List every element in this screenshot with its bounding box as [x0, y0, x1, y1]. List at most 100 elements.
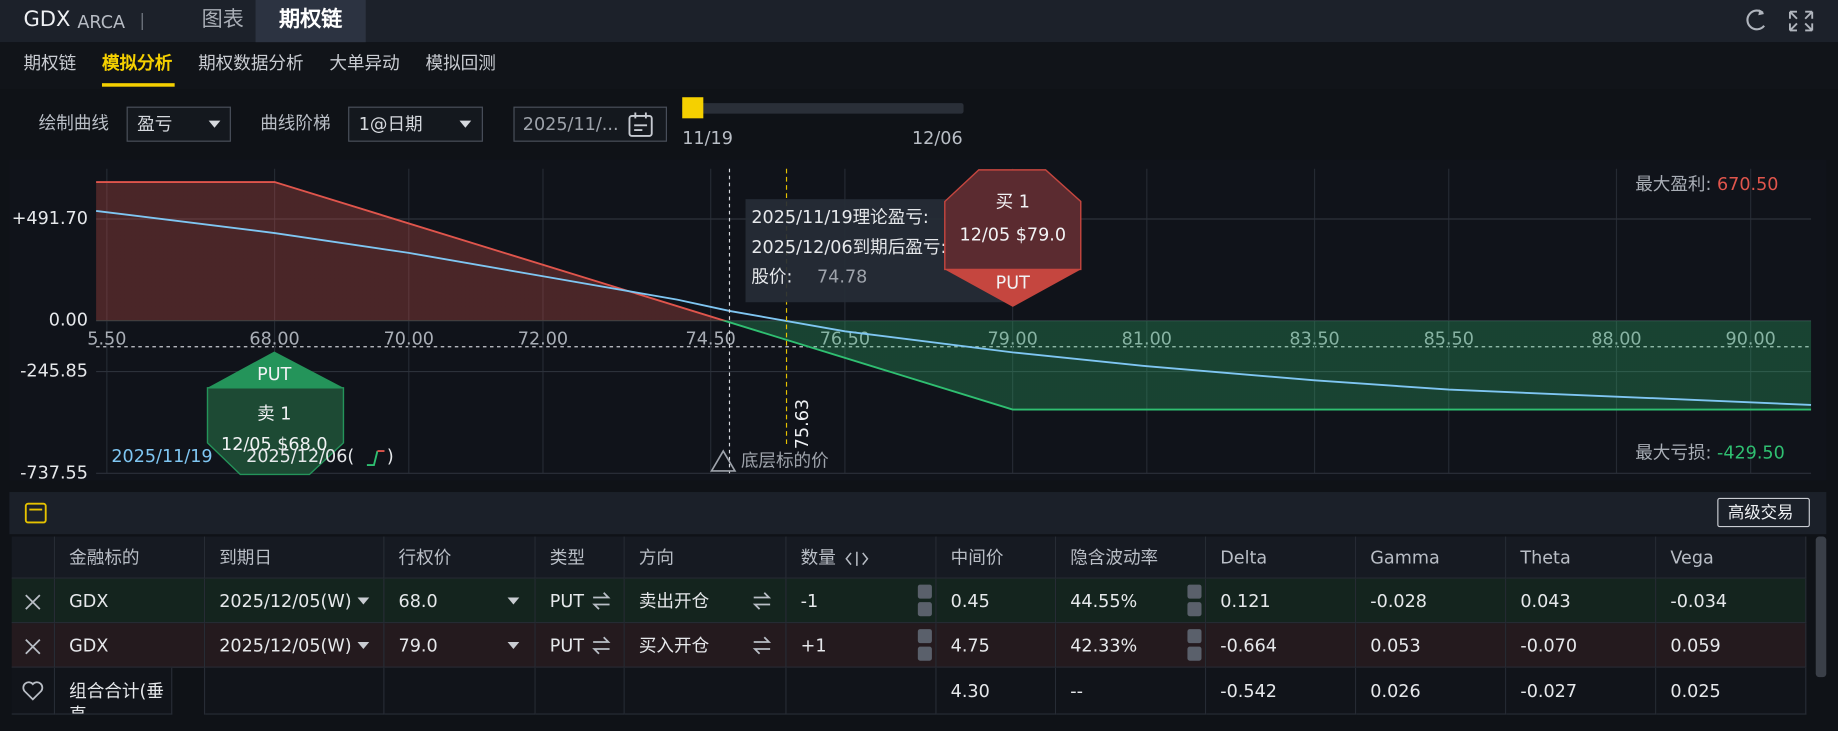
- spinner-up[interactable]: [1187, 584, 1202, 599]
- header-cell: 方向: [624, 536, 787, 579]
- date-value: 2025/11/...: [522, 113, 619, 135]
- cell: -0.542: [1206, 667, 1357, 715]
- subtab[interactable]: 模拟回测: [425, 52, 496, 74]
- tooltip-label: 2025/12/06到期后盈亏:: [751, 238, 946, 258]
- expiry-payoff-line: [96, 181, 1812, 411]
- refresh-icon[interactable]: [1746, 9, 1765, 31]
- panel-icon[interactable]: [23, 501, 49, 524]
- slider-start: 11/19: [682, 127, 733, 149]
- combo-icon-shape: [22, 681, 44, 701]
- remove-icon-shape: [25, 639, 41, 655]
- leg-detail: 12/05 $68.0: [221, 435, 328, 455]
- cell: 0.043: [1506, 578, 1657, 624]
- header-cell: Theta: [1506, 536, 1657, 579]
- tab[interactable]: [255, 0, 366, 43]
- x-tick-label: 68.00: [249, 329, 299, 349]
- spinner-up[interactable]: [917, 629, 932, 644]
- sell-leg-marker: [206, 387, 345, 476]
- header-cell: 隐含波动率: [1056, 536, 1207, 579]
- buy-leg-marker: [944, 169, 1082, 271]
- remove-icon[interactable]: [21, 590, 44, 613]
- subtab[interactable]: 期权链: [23, 52, 77, 74]
- sell-leg-type-band: [207, 351, 344, 388]
- cell: 4.75: [936, 623, 1057, 668]
- cell: [384, 667, 536, 715]
- cell: 0.059: [1656, 623, 1807, 668]
- header-cell: 类型: [535, 536, 625, 579]
- side-toggle-shape: [752, 636, 772, 655]
- dropdown-arrow[interactable]: [357, 597, 370, 605]
- y-tick-label: -737.55: [20, 463, 88, 483]
- subtab[interactable]: 模拟分析: [101, 52, 173, 74]
- cell: [535, 667, 625, 715]
- dropdown-arrow[interactable]: [507, 597, 520, 605]
- type-toggle-shape: [592, 592, 611, 610]
- cell: 卖出开仓: [624, 578, 787, 624]
- subtab[interactable]: 期权数据分析: [198, 52, 304, 74]
- subtab-underline: [101, 83, 175, 87]
- spinner-up[interactable]: [917, 584, 932, 599]
- leg-type: PUT: [257, 365, 291, 385]
- subtab[interactable]: 大单异动: [329, 52, 400, 74]
- x-tick-label: 74.50: [686, 329, 736, 349]
- header-cell: 中间价: [936, 536, 1057, 579]
- cell: 0.45: [936, 578, 1057, 624]
- payoff-chart: 5.5068.0070.0072.0074.5076.5079.0081.008…: [12, 168, 1812, 483]
- spinner-down[interactable]: [1187, 602, 1202, 617]
- calendar-frame: [628, 115, 653, 137]
- payoff-area: [96, 182, 1812, 410]
- cell: -0.028: [1356, 578, 1507, 624]
- cell: 0.025: [1656, 667, 1807, 715]
- spinner-down[interactable]: [917, 646, 932, 661]
- max-profit-label: 最大盈利:: [1635, 175, 1717, 195]
- max-profit: 最大盈利: 670.50: [1635, 175, 1778, 195]
- remove-icon-shape: [25, 594, 41, 610]
- subtab-bar: [0, 42, 1838, 90]
- panel-icon-frame: [24, 502, 47, 524]
- spinner-up[interactable]: [1187, 629, 1202, 644]
- leg-type: PUT: [996, 274, 1030, 294]
- buy-leg-type-band: [944, 269, 1081, 307]
- type-toggle[interactable]: [590, 589, 613, 612]
- calendar-icon[interactable]: [627, 111, 655, 139]
- spinner-down[interactable]: [917, 602, 932, 617]
- legend-close: ): [387, 447, 394, 467]
- cell: PUT: [535, 578, 625, 624]
- spinner-down[interactable]: [1187, 646, 1202, 661]
- cell: 2025/12/05(W): [205, 578, 385, 624]
- cell: [624, 667, 787, 715]
- leg-action: 买 1: [996, 193, 1030, 213]
- underlying-label: 底层标的价: [741, 452, 829, 472]
- cell: -0.034: [1656, 578, 1807, 624]
- leg-detail: 12/05 $79.0: [960, 225, 1067, 245]
- legend-entry: 2025/11/19: [111, 447, 212, 467]
- side-toggle-shape: [752, 592, 772, 610]
- resize-icon-shape: [845, 551, 869, 566]
- dropdown-arrow[interactable]: [507, 641, 520, 650]
- top-icons: [1746, 9, 1814, 32]
- header-cell: Vega: [1656, 536, 1807, 579]
- theoretical-payoff-line: [96, 209, 1812, 406]
- side-toggle[interactable]: [750, 589, 773, 612]
- fullscreen-icon[interactable]: [1789, 10, 1814, 32]
- toolbar: [9, 492, 1827, 535]
- side-toggle[interactable]: [750, 634, 773, 657]
- advanced-trade-button[interactable]: [1717, 497, 1810, 528]
- cell: +1: [786, 623, 937, 668]
- header-cell: 到期日: [205, 536, 385, 579]
- slider-handle[interactable]: [682, 97, 704, 119]
- cell: GDX: [55, 623, 206, 668]
- step-label: 曲线阶梯: [260, 112, 331, 134]
- remove-icon[interactable]: [21, 635, 44, 658]
- x-tick-label: 70.00: [384, 329, 434, 349]
- tab-label: 期权链: [278, 7, 343, 32]
- cell: -0.664: [1206, 623, 1357, 668]
- cell: [786, 667, 937, 715]
- type-toggle[interactable]: [590, 634, 613, 657]
- cell: 42.33%: [1056, 623, 1207, 668]
- scrollbar: [1815, 536, 1827, 678]
- cell: -1: [786, 578, 937, 624]
- dropdown-arrow[interactable]: [357, 641, 370, 650]
- y-tick-label: 0.00: [49, 311, 88, 331]
